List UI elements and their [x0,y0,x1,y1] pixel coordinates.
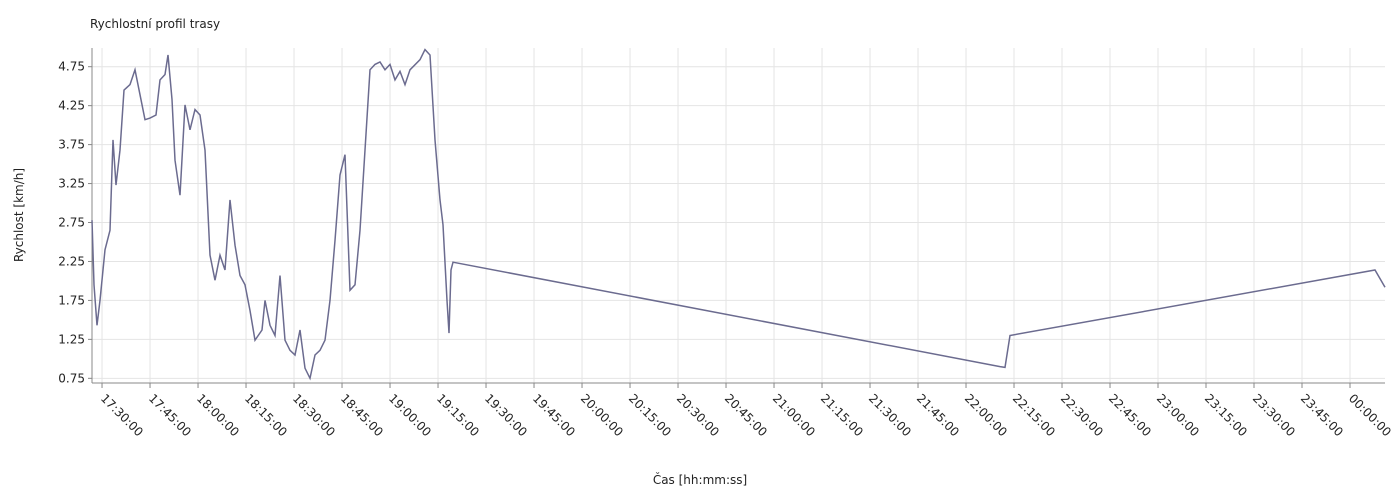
x-tick-label: 18:45:00 [338,391,386,439]
x-tick-label: 21:15:00 [818,391,866,439]
y-tick-label: 4.25 [58,99,85,113]
x-tick-label: 20:00:00 [578,391,626,439]
y-tick-label: 2.25 [58,254,85,268]
y-tick-label: 3.75 [58,138,85,152]
x-tick-label: 22:15:00 [1010,391,1058,439]
x-tick-label: 22:45:00 [1106,391,1154,439]
y-tick-label: 2.75 [58,216,85,230]
speed-line [91,48,1386,381]
x-tick-label: 23:45:00 [1298,391,1346,439]
x-tick-label: 18:15:00 [242,391,290,439]
x-tick-label: 21:45:00 [914,391,962,439]
y-axis-label: Rychlost [km/h] [12,168,26,262]
y-tick-label: 4.75 [58,60,85,74]
chart-title: Rychlostní profil trasy [90,17,220,31]
y-tick-label: 0.75 [58,371,85,385]
x-tick-label: 17:45:00 [146,391,194,439]
y-tick-label: 1.25 [58,332,85,346]
x-tick-label: 22:00:00 [962,391,1010,439]
x-tick-label: 20:45:00 [722,391,770,439]
x-tick-label: 22:30:00 [1058,391,1106,439]
x-axis-label: Čas [hh:mm:ss] [653,472,747,487]
x-tick-label: 23:30:00 [1250,391,1298,439]
x-tick-label: 00:00:00 [1346,391,1394,439]
x-tick-label: 17:30:00 [98,391,146,439]
x-tick-label: 20:30:00 [674,391,722,439]
y-tick-label: 3.25 [58,177,85,191]
x-tick-label: 21:00:00 [770,391,818,439]
x-tick-label: 19:30:00 [482,391,530,439]
x-tick-label: 19:15:00 [434,391,482,439]
y-tick-label: 1.75 [58,293,85,307]
x-tick-label: 23:00:00 [1154,391,1202,439]
x-tick-label: 23:15:00 [1202,391,1250,439]
x-tick-label: 19:45:00 [530,391,578,439]
x-tick-label: 18:30:00 [290,391,338,439]
x-tick-label: 21:30:00 [866,391,914,439]
x-tick-label: 19:00:00 [386,391,434,439]
x-tick-label: 20:15:00 [626,391,674,439]
x-tick-label: 18:00:00 [194,391,242,439]
